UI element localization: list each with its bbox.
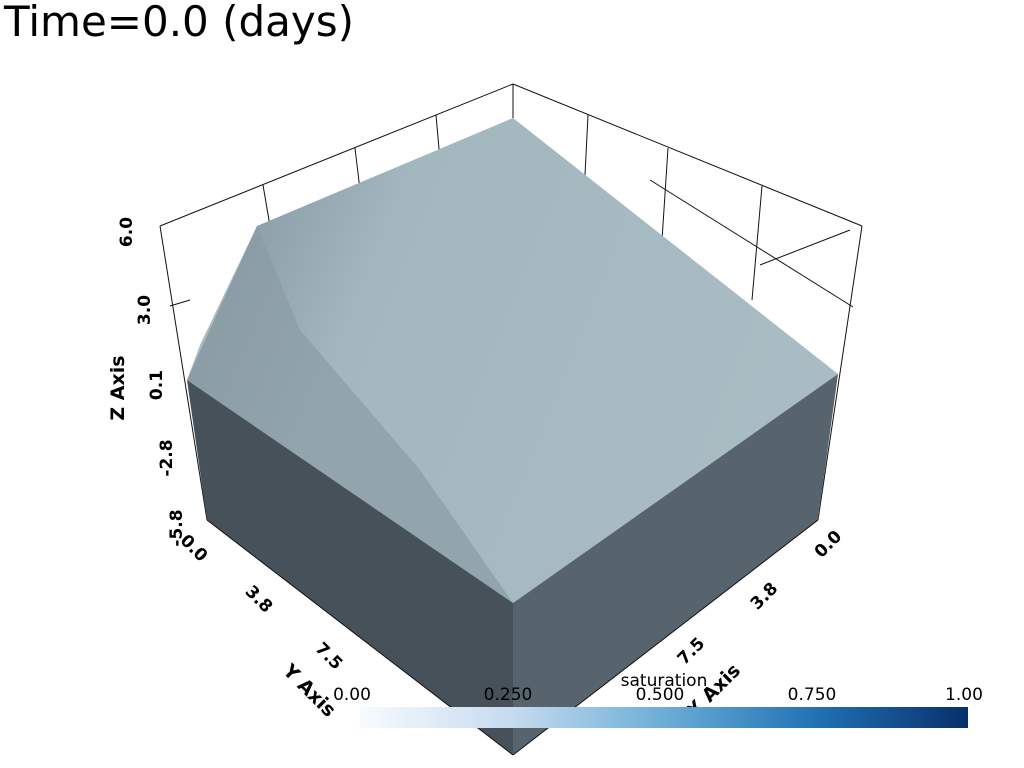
colorbar-title: saturation <box>621 671 708 691</box>
title: Time=0.0 (days) <box>3 0 354 46</box>
z-axis: 6.0 3.0 0.1 -2.8 -5.8 Z Axis <box>107 217 187 547</box>
z-tick: -5.8 <box>167 509 187 546</box>
x-tick: 0.0 <box>811 527 847 563</box>
colorbar-tick: 0.00 <box>333 685 371 705</box>
z-axis-title: Z Axis <box>107 355 129 420</box>
x-tick: 7.5 <box>674 634 709 669</box>
colorbar-tick: 0.500 <box>636 685 685 705</box>
back-grid <box>159 83 863 521</box>
z-tick: -2.8 <box>157 439 177 476</box>
colorbar: saturation 0.00 0.250 0.500 0.750 1.00 <box>333 671 983 728</box>
z-tick: 0.1 <box>147 370 167 400</box>
surface <box>187 118 838 755</box>
y-tick: 3.8 <box>241 582 276 617</box>
colorbar-tick: 0.250 <box>484 685 533 705</box>
z-tick: 3.0 <box>135 295 155 325</box>
z-tick: 6.0 <box>117 217 137 247</box>
colorbar-ramp <box>360 707 968 728</box>
y-tick: 7.5 <box>311 639 346 674</box>
x-tick: 3.8 <box>747 579 782 614</box>
colorbar-tick: 1.00 <box>945 685 983 705</box>
colorbar-tick: 0.750 <box>788 685 837 705</box>
